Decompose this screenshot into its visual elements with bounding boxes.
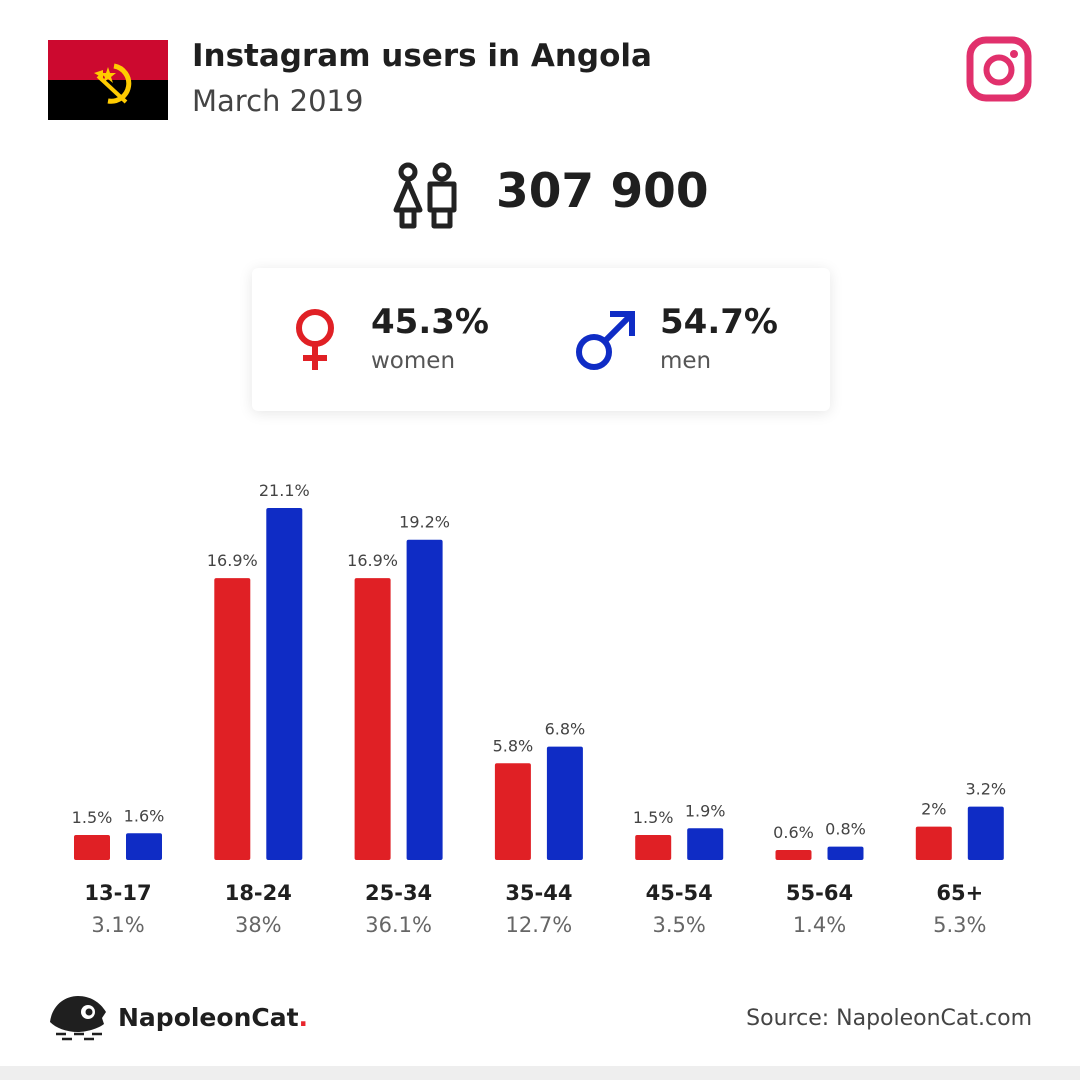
bar-label-men-55-64: 0.8%: [825, 820, 866, 839]
category-total-13-17: 3.1%: [91, 913, 144, 937]
bar-women-35-44: [494, 763, 531, 860]
bar-women-13-17: [74, 834, 110, 860]
category-label-18-24: 18-24: [225, 881, 292, 905]
category-label-65+: 65+: [936, 881, 983, 905]
category-label-25-34: 25-34: [365, 881, 432, 905]
bar-label-women-25-34: 16.9%: [347, 551, 398, 570]
bar-label-women-55-64: 0.6%: [773, 823, 814, 842]
bar-women-55-64: [775, 849, 812, 860]
female-icon: [296, 309, 334, 370]
bar-men-55-64: [827, 846, 864, 860]
bar-women-18-24: [214, 578, 251, 860]
bar-men-25-34: [406, 539, 443, 860]
bar-label-men-25-34: 19.2%: [399, 513, 450, 532]
category-label-55-64: 55-64: [786, 881, 853, 905]
bar-women-65+: [915, 826, 952, 860]
users-icon: [393, 162, 457, 229]
category-label-45-54: 45-54: [646, 881, 713, 905]
bottom-strip: [0, 1066, 1080, 1080]
brand-name: NapoleonCat.: [118, 1003, 308, 1032]
bar-label-women-35-44: 5.8%: [493, 736, 534, 755]
category-label-35-44: 35-44: [505, 881, 572, 905]
category-total-45-54: 3.5%: [653, 913, 706, 937]
category-label-13-17: 13-17: [84, 881, 151, 905]
page-subtitle: March 2019: [192, 84, 364, 118]
bar-label-women-18-24: 16.9%: [207, 551, 258, 570]
category-total-25-34: 36.1%: [365, 913, 432, 937]
brand-dot: .: [298, 1003, 309, 1032]
bar-label-men-13-17: 1.6%: [124, 806, 165, 825]
category-total-55-64: 1.4%: [793, 913, 846, 937]
male-icon: [576, 311, 635, 370]
women-label: women: [371, 348, 456, 374]
bar-men-35-44: [546, 746, 583, 860]
bar-women-45-54: [635, 834, 672, 860]
men-label: men: [660, 348, 712, 374]
bar-men-65+: [967, 806, 1004, 860]
bar-men-13-17: [126, 833, 162, 860]
bar-label-men-45-54: 1.9%: [685, 801, 726, 820]
bar-women-25-34: [354, 578, 391, 860]
gender-card: 45.3% women 54.7% men: [252, 268, 830, 411]
men-percentage: 54.7%: [660, 302, 778, 342]
age-bar-chart: 1.5% 1.6% 13-17 3.1% 16.9% 21.1% 18-24 38% 16.9%…: [72, 481, 1006, 937]
page-title: Instagram users in Angola: [192, 38, 652, 74]
bar-label-women-45-54: 1.5%: [633, 808, 674, 827]
source-text: Source: NapoleonCat.com: [746, 1006, 1032, 1031]
bar-label-women-13-17: 1.5%: [72, 808, 113, 827]
total-users: 307 900: [496, 164, 709, 219]
category-total-35-44: 12.7%: [506, 913, 573, 937]
bar-label-women-65+: 2%: [921, 800, 946, 819]
angola-flag-icon: [48, 40, 168, 120]
category-total-65+: 5.3%: [933, 913, 986, 937]
brand-name-text: NapoleonCat: [118, 1003, 299, 1032]
bar-label-men-35-44: 6.8%: [545, 720, 586, 739]
bar-men-18-24: [266, 508, 303, 860]
bar-men-45-54: [687, 828, 724, 860]
women-percentage: 45.3%: [371, 302, 489, 342]
bar-label-men-18-24: 21.1%: [259, 481, 310, 500]
instagram-icon: [966, 36, 1032, 102]
bar-label-men-65+: 3.2%: [965, 780, 1006, 799]
napoleoncat-logo-icon: [50, 996, 106, 1041]
category-total-18-24: 38%: [235, 913, 282, 937]
